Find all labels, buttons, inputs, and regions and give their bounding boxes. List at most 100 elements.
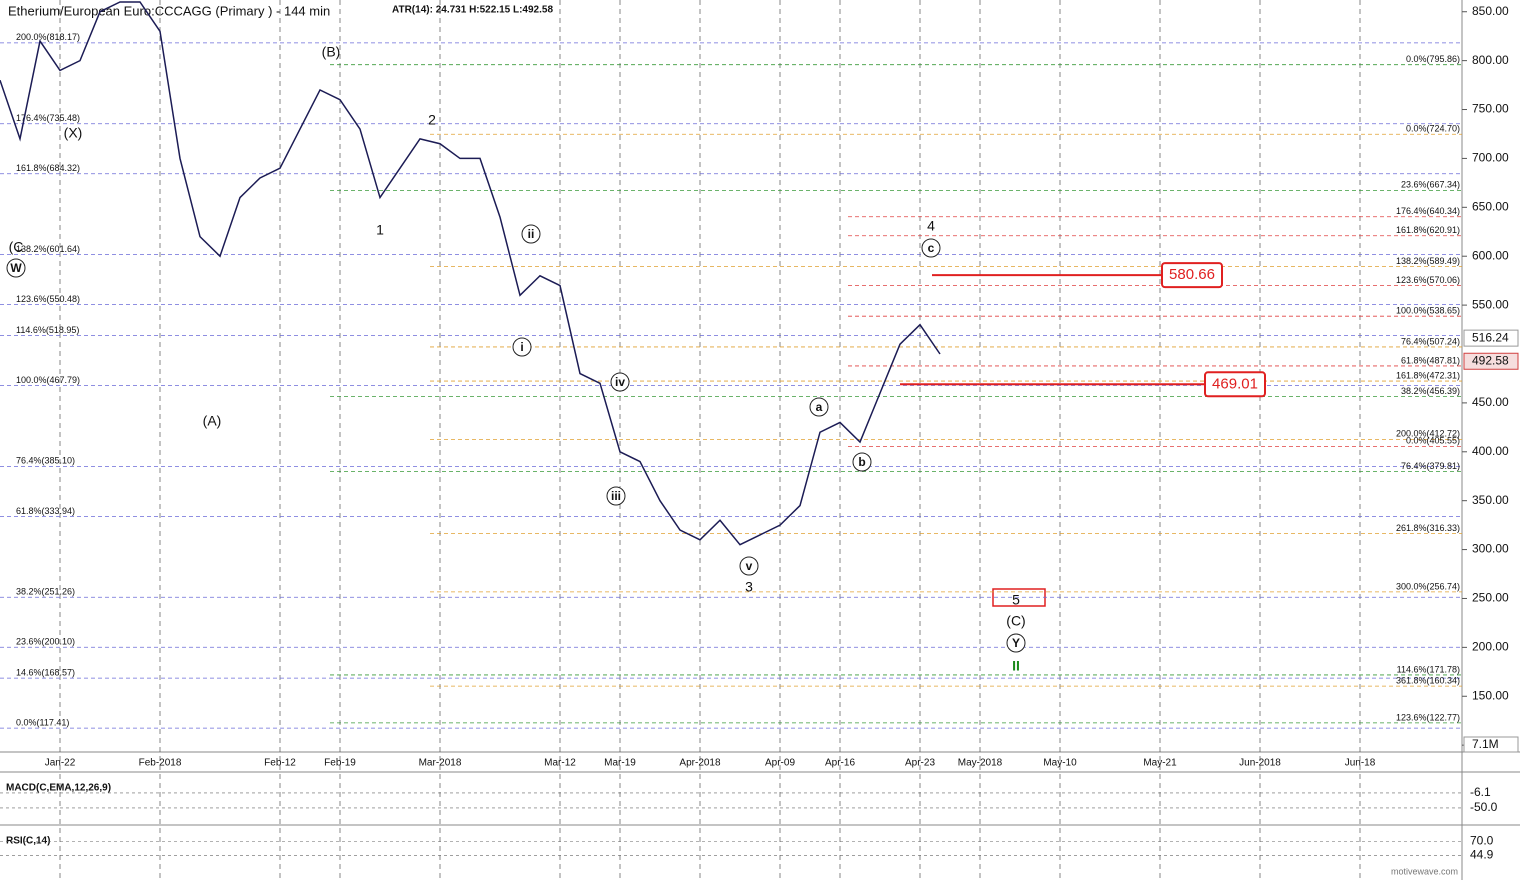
- wave-label: b: [858, 455, 865, 469]
- y-tick-label: 200.00: [1472, 640, 1509, 654]
- fib-label: 38.2%(456.39): [1401, 386, 1460, 396]
- x-tick-label: May-10: [1043, 758, 1077, 769]
- x-tick-label: Mar-19: [604, 758, 636, 769]
- y-tick-label: 400.00: [1472, 444, 1509, 458]
- price-box-label: 516.24: [1472, 330, 1509, 344]
- wave-circle: [852, 452, 872, 472]
- wave-label: 2: [428, 112, 436, 128]
- fib-label: 123.6%(122.77): [1396, 712, 1460, 722]
- y-tick-label: 800.00: [1472, 53, 1509, 67]
- volume-box: [1463, 736, 1519, 753]
- fib-label: 0.0%(795.86): [1406, 54, 1460, 64]
- wave-label: iii: [611, 489, 621, 503]
- indicator-tick-label: 44.9: [1470, 847, 1494, 861]
- wave-label: (C: [9, 239, 24, 255]
- fib-label: 61.8%(487.81): [1401, 355, 1460, 365]
- fib-label: 138.2%(601.64): [16, 244, 80, 254]
- y-tick-label: 300.00: [1472, 542, 1509, 556]
- fib-label: 138.2%(589.49): [1396, 256, 1460, 266]
- wave-label: (C): [1006, 613, 1025, 629]
- x-tick-label: Apr-09: [765, 758, 795, 769]
- fib-label: 200.0%(412.72): [1396, 429, 1460, 439]
- y-tick-label: 350.00: [1472, 493, 1509, 507]
- wave-circle: [809, 397, 829, 417]
- wave-circle: [606, 486, 626, 506]
- fib-label: 76.4%(385.10): [16, 456, 75, 466]
- y-tick-label: 750.00: [1472, 102, 1509, 116]
- x-tick-label: Apr-23: [905, 758, 935, 769]
- wave-label: (B): [322, 44, 341, 60]
- wave-label: (X): [64, 125, 83, 141]
- fib-label: 23.6%(667.34): [1401, 180, 1460, 190]
- target-box: [1204, 371, 1266, 398]
- fib-label: 100.0%(538.65): [1396, 306, 1460, 316]
- wave-circle: [921, 238, 941, 258]
- y-tick-label: 650.00: [1472, 199, 1509, 213]
- x-tick-label: May-2018: [958, 758, 1003, 769]
- fib-label: 176.4%(735.48): [16, 113, 80, 123]
- watermark: motivewave.com: [1391, 866, 1458, 876]
- wave-label: a: [816, 400, 823, 414]
- fib-label: 0.0%(724.70): [1406, 124, 1460, 134]
- wave-circle: [512, 337, 532, 357]
- chart-title: Etherium/European Euro:CCCAGG (Primary )…: [8, 3, 330, 18]
- target-label: 469.01: [1212, 375, 1258, 392]
- fib-label: 123.6%(570.06): [1396, 275, 1460, 285]
- y-tick-label: 450.00: [1472, 395, 1509, 409]
- x-tick-label: Jun-18: [1345, 758, 1376, 769]
- wave-circle: [610, 372, 630, 392]
- x-tick-label: Mar-12: [544, 758, 576, 769]
- target-box: [1161, 262, 1223, 289]
- x-tick-label: Apr-16: [825, 758, 855, 769]
- fib-label: 23.6%(200.10): [16, 637, 75, 647]
- wave-circle: [521, 224, 541, 244]
- y-tick-label: 150.00: [1472, 688, 1509, 702]
- fib-label: 114.6%(518.95): [16, 325, 79, 335]
- x-tick-label: Feb-19: [324, 758, 356, 769]
- fib-label: 38.2%(251.26): [16, 587, 75, 597]
- fib-label: 114.6%(171.78): [1397, 664, 1460, 674]
- price-box-label: 492.58: [1472, 353, 1509, 367]
- wave-label: 3: [745, 579, 753, 595]
- wave-label: 5: [1012, 592, 1020, 608]
- price-box: [1463, 352, 1519, 370]
- wave-label: ii: [528, 227, 535, 241]
- fib-label: 261.8%(316.33): [1396, 523, 1460, 533]
- price-box: [1463, 329, 1519, 347]
- target-label: 580.66: [1169, 266, 1215, 283]
- fib-label: 14.6%(168.57): [16, 667, 75, 677]
- wave-label: II: [1012, 658, 1020, 674]
- wave-label: 4: [927, 218, 935, 234]
- wave-label: 1: [376, 222, 384, 238]
- fib-label: 76.4%(379.81): [1401, 461, 1460, 471]
- indicator-tick-label: -6.1: [1470, 785, 1491, 799]
- chart-subtitle: ATR(14): 24.731 H:522.15 L:492.58: [392, 5, 553, 16]
- fib-label: 0.0%(405.55): [1406, 436, 1460, 446]
- fib-label: 200.0%(818.17): [16, 32, 80, 42]
- fib-label: 76.4%(507.24): [1401, 336, 1460, 346]
- rsi-label: RSI(C,14): [6, 836, 50, 847]
- y-tick-label: 250.00: [1472, 591, 1509, 605]
- indicator-tick-label: -50.0: [1470, 800, 1498, 814]
- wave-label: v: [746, 559, 753, 573]
- y-tick-label: 850.00: [1472, 4, 1509, 18]
- fib-label: 161.8%(684.32): [16, 163, 80, 173]
- x-tick-label: Jan-22: [45, 758, 76, 769]
- price-line: [0, 1, 941, 546]
- wave-label: c: [928, 241, 935, 255]
- fib-label: 361.8%(160.34): [1396, 676, 1460, 686]
- volume-label: 7.1M: [1472, 737, 1499, 751]
- y-tick-label: 600.00: [1472, 248, 1509, 262]
- fib-label: 176.4%(640.34): [1396, 206, 1460, 216]
- wave-label: i: [520, 340, 523, 354]
- x-tick-label: Jun-2018: [1239, 758, 1281, 769]
- fib-label: 0.0%(117.41): [16, 718, 69, 728]
- wave-circle: [739, 556, 759, 576]
- y-tick-label: 700.00: [1472, 151, 1509, 165]
- x-tick-label: Feb-12: [264, 758, 296, 769]
- wave-label: W: [10, 261, 22, 275]
- indicator-tick-label: 70.0: [1470, 834, 1494, 848]
- wave-label: (A): [203, 413, 222, 429]
